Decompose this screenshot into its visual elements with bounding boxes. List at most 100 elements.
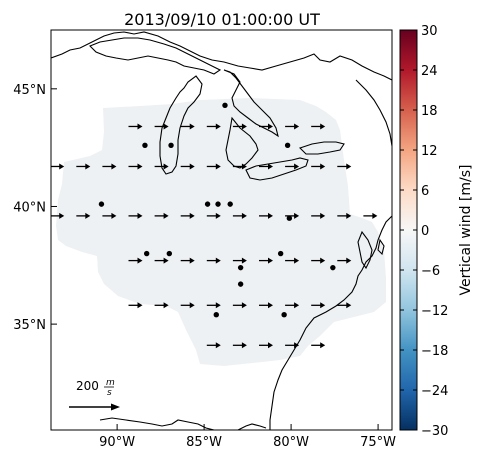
colorbar-tick-label: 12 (421, 144, 438, 159)
florida-coast (237, 423, 267, 430)
delaware-bay (377, 238, 385, 256)
colorbar-tick-label: 24 (421, 64, 438, 79)
x-tick-label: 80°W (273, 435, 309, 450)
station-marker (98, 201, 105, 207)
wind-arrow (311, 302, 326, 309)
station-marker (227, 201, 233, 207)
wind-arrow (311, 212, 326, 219)
y-tick-label: 45°N (13, 83, 46, 98)
wind-arrow (206, 257, 221, 264)
wind-arrow (258, 123, 273, 130)
colorbar-tick-label: 0 (421, 224, 429, 239)
wind-arrow (232, 342, 247, 349)
wind-arrow (337, 163, 352, 170)
station-marker (286, 215, 293, 221)
x-tick-label: 90°W (99, 435, 135, 450)
wind-arrow (154, 302, 169, 309)
wind-arrow (232, 163, 247, 170)
lake-michigan (159, 75, 203, 175)
wind-arrow (76, 212, 91, 219)
wind-arrow (128, 123, 143, 130)
station-marker (168, 142, 174, 148)
wind-arrow (206, 123, 221, 130)
wind-arrow (154, 257, 169, 264)
station-marker (330, 264, 336, 271)
map-panel (51, 30, 392, 430)
wind-arrow (206, 212, 221, 219)
colorbar-tick-label: −6 (421, 264, 440, 279)
wind-arrow (258, 163, 273, 170)
station-marker (143, 250, 150, 257)
wind-arrow (128, 302, 143, 309)
wind-arrow (311, 257, 326, 264)
wind-arrow (128, 163, 143, 170)
scale-arrow-unit-den: s (107, 388, 112, 398)
canada-border (51, 31, 392, 81)
colorbar-tick-label: −24 (421, 384, 448, 399)
station-marker (222, 102, 228, 108)
wind-arrow (285, 257, 300, 264)
colorbar-tick-label: 6 (421, 184, 429, 199)
wind-arrow (180, 163, 195, 170)
colorbar-tick-label: −30 (421, 424, 448, 439)
wind-arrow (51, 163, 65, 170)
wind-arrow (285, 302, 300, 309)
colorbar-label: Vertical wind [m/s] (458, 165, 474, 296)
wind-arrow (206, 302, 221, 309)
station-marker (237, 281, 244, 287)
wind-arrow (154, 163, 169, 170)
station-marker (277, 250, 284, 257)
scale-arrow (69, 403, 120, 411)
station-marker (166, 250, 173, 257)
map-title: 2013/09/10 01:00:00 UT (124, 10, 320, 29)
wind-arrow (232, 302, 247, 309)
wind-arrow (311, 342, 326, 349)
colorbar-tick-label: 18 (421, 104, 438, 119)
wind-arrow (232, 257, 247, 264)
wind-arrow (337, 212, 352, 219)
axis-ticks: 90°W 85°W 80°W 75°W 35°N 40°N 45°N (13, 83, 396, 450)
y-tick-label: 40°N (13, 200, 46, 215)
wind-arrow (232, 123, 247, 130)
station-marker (142, 142, 148, 148)
scale-arrow-label: 200 (76, 379, 99, 393)
coastlines-borders (51, 31, 392, 430)
wind-arrow (102, 212, 117, 219)
wind-arrow (285, 123, 300, 130)
wind-arrow (76, 163, 91, 170)
wind-arrow (128, 257, 143, 264)
wind-arrow (102, 163, 117, 170)
wind-arrow (311, 123, 326, 130)
y-tick-label: 35°N (13, 318, 46, 333)
station-marker (284, 142, 291, 148)
gulf-coast (99, 417, 215, 430)
wind-arrow (232, 212, 247, 219)
wind-arrow (128, 212, 143, 219)
wind-arrow (206, 342, 221, 349)
lake-superior (89, 37, 222, 75)
wind-arrow (180, 123, 195, 130)
wind-arrow (258, 342, 273, 349)
wind-arrow (154, 123, 169, 130)
scale-arrow-head (111, 403, 120, 411)
wind-arrow (154, 212, 169, 219)
wind-arrow (180, 302, 195, 309)
wind-arrow (206, 163, 221, 170)
wind-arrow (51, 212, 65, 219)
station-markers (98, 102, 336, 318)
x-tick-label: 75°W (360, 435, 396, 450)
wind-arrow (285, 342, 300, 349)
wind-arrow (180, 212, 195, 219)
chesapeake-bay (357, 230, 373, 270)
colorbar-tick-label: −18 (421, 344, 448, 359)
x-tick-label: 85°W (186, 435, 222, 450)
lake-huron (223, 69, 279, 138)
wind-arrow (337, 257, 352, 264)
wind-arrows (51, 123, 378, 349)
wind-arrow (363, 212, 378, 219)
wind-arrow (180, 257, 195, 264)
map-frame (50, 29, 393, 431)
station-marker (213, 312, 219, 318)
atlantic-coast (269, 215, 392, 430)
